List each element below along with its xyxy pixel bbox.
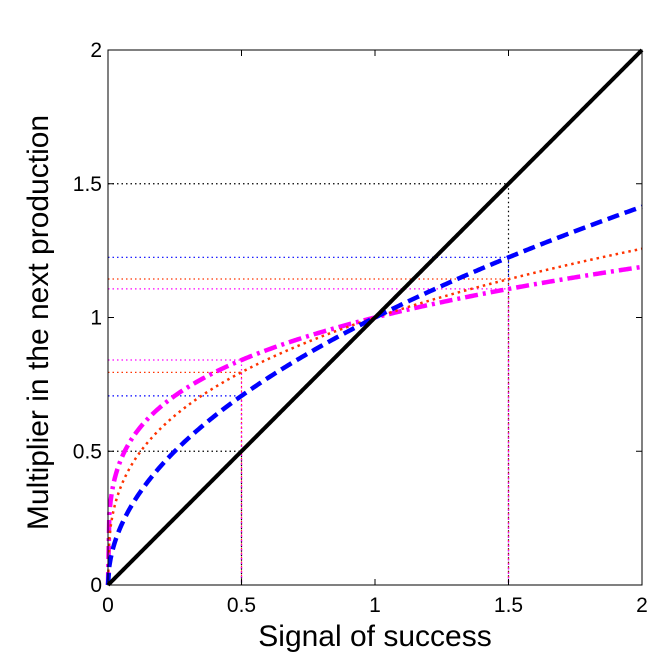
reference-line-2 [108, 395, 243, 585]
x-tick-label: 1.5 [494, 594, 523, 617]
x-tick-label: 1 [369, 594, 381, 617]
tick-layer: 0 0.5 1 1.5 2 0 0.5 1 1.5 2 [73, 39, 648, 617]
y-tick-label: 1.5 [73, 173, 102, 196]
series-power-0.5 [105, 204, 643, 586]
x-tick-label: 0.5 [227, 594, 256, 617]
reference-line-7 [108, 288, 510, 585]
series-linear [106, 48, 644, 587]
y-tick-label: 0.5 [73, 440, 102, 463]
y-tick-label: 2 [90, 39, 102, 62]
y-tick-label: 1 [90, 307, 102, 330]
reference-line-3 [108, 256, 510, 585]
reference-line-5 [108, 278, 510, 585]
series-layer [105, 48, 644, 587]
x-tick-label: 2 [636, 594, 648, 617]
series-power-0.33 [106, 247, 643, 586]
reference-line-4 [108, 371, 243, 585]
x-axis-title: Signal of success [258, 620, 491, 653]
y-tick-label: 0 [90, 574, 102, 597]
series-power-0.25 [105, 264, 643, 586]
y-axis-title: Multiplier in the next production [22, 115, 55, 530]
x-tick-label: 0 [102, 594, 114, 617]
